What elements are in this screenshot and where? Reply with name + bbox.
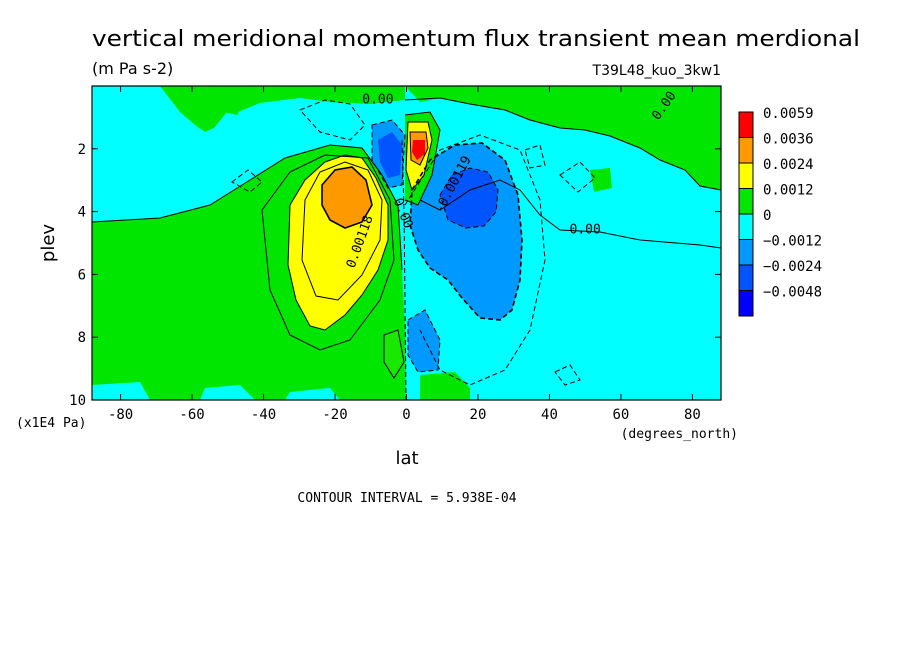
band-cyan-notch-2 [200,385,255,400]
x-tick-label: 40 [541,407,558,423]
contour-bottom-yellow [383,329,405,379]
legend-swatch [738,239,754,266]
band-darkblue-north [440,168,498,228]
x-tick-label: 20 [470,407,487,423]
contour-negative-small-4 [554,364,581,386]
band-blue-north-lower [408,310,440,372]
legend-swatch [738,111,754,138]
band-green-topleft [160,86,405,132]
legend-label: 0.0059 [763,106,814,122]
legend-swatch [738,188,754,215]
x-tick-label: -80 [108,407,133,423]
contour-yellow-outline [287,154,389,331]
contour-negative-small-2 [559,161,596,193]
x-tick-label: -20 [322,407,347,423]
contour-blue-lower [407,309,441,373]
color-legend: 0.0059 0.0036 0.0024 0.0012 0 −0.0012 −0.0024 −… [738,106,822,317]
run-label: T39L48_kuo_3kw1 [592,63,721,79]
legend-label: 0.0024 [763,157,814,173]
legend-label: 0 [763,208,771,224]
contour-lines-dashed [231,99,596,400]
band-red-core [412,140,425,160]
y-tick-label: 10 [69,393,86,409]
y-tick-label: 2 [78,142,86,158]
contour-blue-outline [409,142,523,321]
band-green-topright [405,86,721,190]
chart-units: (m Pa s-2) [92,59,173,78]
contour-negative-equator-line [401,139,407,400]
x-tick-label: 0 [402,407,410,423]
band-cyan-notch-1 [92,382,150,400]
legend-swatch [738,137,754,164]
band-green-patch-2 [225,103,240,115]
x-tick-label: 80 [684,407,701,423]
contour-negative-outer [404,134,546,386]
chart-title: vertical meridional momentum flux transi… [92,27,860,52]
band-darkblue-equator [378,132,402,178]
contour-negative-small-3 [524,144,546,169]
contour-negative-small-1 [231,169,263,193]
band-green-left-edge [92,300,120,400]
contour-orange-outline [321,166,373,229]
contour-zero-line-south [92,144,403,271]
legend-label: −0.0012 [763,234,822,250]
x-tick-label: -60 [179,407,204,423]
x-axis: -80 -60 -40 -20 0 20 40 60 80 [108,86,701,423]
contour-interval: CONTOUR INTERVAL = 5.938E-04 [297,491,516,506]
contour-zero-line-north [404,97,721,191]
x-tick-label: 60 [613,407,630,423]
contour-equator-orange [409,131,429,166]
y-axis-label: plev [38,224,59,263]
contour-equator-negative [371,119,406,189]
band-cyan-notch-3 [285,388,340,400]
contour-lines [92,97,721,379]
band-green-bottom-strip [376,318,406,400]
legend-label: −0.0024 [763,259,822,275]
x-units: (degrees_north) [621,427,738,442]
contour-north-band [419,179,721,249]
band-orange-south [322,167,372,228]
contour-darkblue-outline [439,167,499,229]
band-green-patch-1 [590,168,612,192]
contour-label: 0.00 [362,92,393,107]
x-axis-label: lat [395,448,418,469]
y-tick-label: 6 [78,267,86,283]
y-tick-label: 8 [78,330,86,346]
contour-inner-south-2 [261,154,395,351]
legend-label: 0.0012 [763,183,814,199]
contour-label: 0.00 [570,223,601,238]
y-tick-label: 4 [78,205,86,221]
contour-inner-south-1 [301,161,383,301]
y-units: (x1E4 Pa) [16,416,86,431]
legend-label: 0.0036 [763,132,814,148]
legend-swatch [738,162,754,189]
legend-swatch [738,290,754,317]
contour-equator-positive [404,111,441,206]
y-axis: 2 4 6 8 10 [69,142,721,409]
contour-fill [92,86,721,400]
legend-swatch [738,264,754,291]
contour-negative-top-left [299,99,366,141]
legend-label: −0.0048 [763,285,822,301]
legend-swatch [738,213,754,240]
x-tick-label: -40 [251,407,276,423]
